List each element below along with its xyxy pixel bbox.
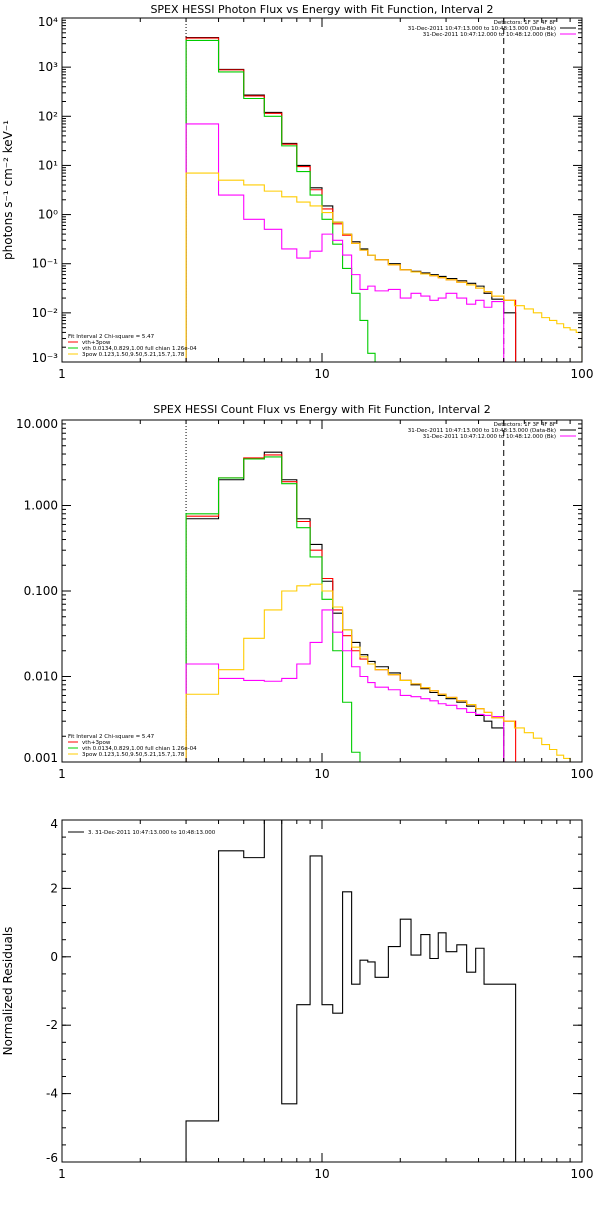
x-tick-label: 100 [571,367,594,381]
legend-entry: Detectors: 1F 3F 4F 8F [494,422,556,428]
y-tick-label: 1.000 [24,499,58,513]
y-tick-label: -2 [46,1018,58,1032]
series-line-1 [185,37,517,362]
series-line-2 [185,37,517,362]
legend-entry: Detectors: 1F 3F 4F 8F [494,20,556,26]
legend-entry: 3. 31-Dec-2011 10:47:13.000 to 10:48:13.… [88,830,216,836]
y-tick-label: 0.001 [24,751,58,765]
x-tick-label: 100 [571,1167,594,1181]
y-tick-label: 10⁰ [38,208,58,222]
y-tick-label: 0 [50,950,58,964]
y-tick-label: 10⁻³ [32,351,59,365]
y-tick-label: 10⁴ [38,15,58,29]
y-tick-label: 10¹ [38,158,58,172]
y-tick-label: -6 [46,1151,58,1165]
chart-panel-3: 1 10 100 -6 -4 -2 0 2 4 Normalized Residuals 3. 31… [1,817,593,1181]
legend-entry: 3pow 0.123,1.50,9.50,5.21,15.7,1.78 [82,352,185,358]
chart-panel-2: SPEX HESSI Count Flux vs Energy with Fit… [16,403,593,781]
legend-entry: 31-Dec-2011 10:47:13.000 to 10:48:13.000… [408,26,556,32]
series-line-5 [185,583,582,762]
x-tick-label: 10 [314,1167,329,1181]
x-tick-label: 100 [571,767,594,781]
series-line-5 [185,172,582,362]
legend-entry: vth 0.0134,0.829,1.00 full chian 1.26e-0… [82,746,197,752]
series-group [185,820,517,1162]
chart-title: SPEX HESSI Photon Flux vs Energy with Fi… [150,3,493,16]
x-tick-label: 10 [314,367,329,381]
series-line-4 [185,609,516,762]
y-tick-label: 10⁻² [32,306,59,320]
chart-panel-1: SPEX HESSI Photon Flux vs Energy with Fi… [1,3,593,381]
y-tick-label: 0.100 [24,584,58,598]
x-tick-label: 1 [58,1167,66,1181]
series-line-1 [185,451,516,762]
y-tick-label: 10² [38,109,58,123]
y-tick-label: 0.010 [24,670,58,684]
series-line-4 [185,123,516,362]
y-axis-label: photons s⁻¹ cm⁻² keV⁻¹ [1,120,15,260]
legend-entry: Fit Interval 2 Chi-square = 5.47 [68,734,155,740]
series-line-3 [185,456,369,762]
x-tick-label: 10 [314,767,329,781]
y-tick-label: 10.000 [16,417,58,431]
y-tick-label: 2 [50,881,58,895]
x-tick-label: 1 [58,367,66,381]
legend-entry: Fit Interval 2 Chi-square = 5.47 [68,334,155,340]
series-line-1 [185,820,517,1162]
y-tick-label: 10³ [38,60,58,74]
legend-entry: 31-Dec-2011 10:47:12.000 to 10:48:12.000… [423,32,556,38]
legend-entry: 3pow 0.123,1.50,9.50,5.21,15.7,1.78 [82,752,185,758]
legend-entry: vth+3pow [82,340,111,346]
legend-entry: 31-Dec-2011 10:47:13.000 to 10:48:13.000… [408,428,556,434]
series-group [185,37,582,362]
series-line-2 [185,454,517,762]
x-tick-label: 1 [58,767,66,781]
legend-entry: vth+3pow [82,740,111,746]
y-tick-label: -4 [46,1087,58,1101]
chart-title: SPEX HESSI Count Flux vs Energy with Fit… [153,403,490,416]
series-line-3 [185,39,383,362]
series-group [185,451,582,762]
legend-entry: vth 0.0134,0.829,1.00 full chian 1.26e-0… [82,346,197,352]
y-tick-label: 4 [50,817,58,831]
y-axis-label: Normalized Residuals [1,927,15,1056]
legend-entry: 31-Dec-2011 10:47:12.000 to 10:48:12.000… [423,434,556,440]
y-tick-label: 10⁻¹ [32,257,59,271]
